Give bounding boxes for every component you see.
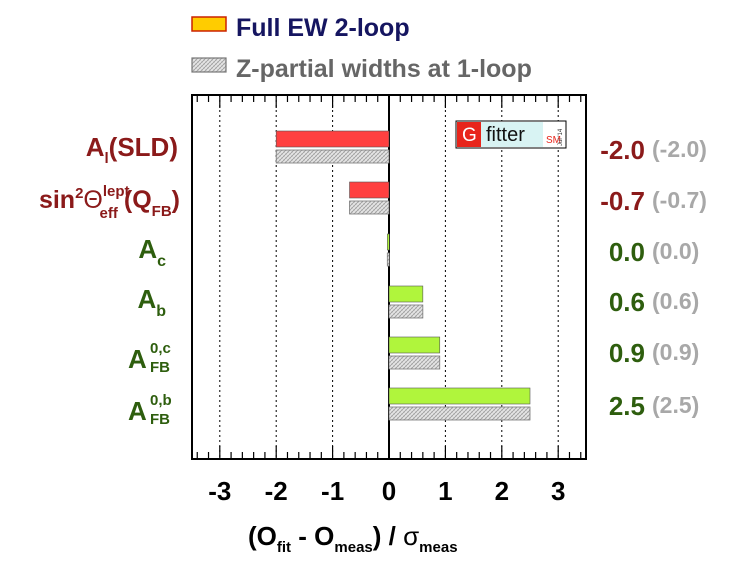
x-tick-label-2: -1	[321, 476, 344, 506]
bar-full-ew-4	[388, 336, 441, 354]
svg-text:A: A	[128, 344, 147, 374]
svg-text:FB: FB	[150, 359, 170, 376]
value-full-ew-4: 0.9	[609, 338, 645, 368]
bar-z-partial-2	[386, 252, 390, 267]
svg-text:FB: FB	[150, 411, 170, 428]
bar-full-ew-0	[275, 130, 390, 148]
value-full-ew-1: -0.7	[600, 186, 645, 216]
svg-text:0,c: 0,c	[150, 340, 171, 357]
svg-text:A: A	[128, 396, 147, 426]
bar-z-partial-0	[275, 149, 390, 164]
value-full-ew-2: 0.0	[609, 237, 645, 267]
value-labels: -2.0 (-2.0) -0.7 (-0.7) 0.0 (0.0) 0.6 (0.6) 0.9 (…	[600, 135, 707, 421]
logo-g-box	[457, 122, 481, 147]
bar-full-ew-5	[388, 387, 531, 405]
category-label-ac: Ac	[138, 234, 166, 270]
value-z-partial-1: (-0.7)	[652, 187, 707, 213]
bars	[275, 130, 531, 421]
value-z-partial-5: (2.5)	[652, 392, 699, 418]
value-full-ew-0: -2.0	[600, 135, 645, 165]
x-tick-label-3: 0	[382, 476, 396, 506]
svg-text:0,b: 0,b	[150, 392, 172, 409]
bar-z-partial-5	[388, 406, 531, 421]
legend: Full EW 2-loop Z-partial widths at 1-loo…	[191, 14, 532, 83]
category-label-afb-0c: A 0,c FB	[128, 340, 171, 376]
legend-swatch-full-ew	[191, 16, 227, 32]
bar-full-ew-1	[349, 181, 390, 199]
legend-label-z-partial: Z-partial widths at 1-loop	[236, 55, 532, 83]
category-label-afb-0b: A 0,b FB	[128, 392, 172, 428]
value-z-partial-4: (0.9)	[652, 339, 699, 365]
category-labels: Al(SLD) sin2Θlept eff (QFB) Ac Ab A 0,c FB…	[39, 132, 180, 428]
x-tick-label-1: -2	[265, 476, 288, 506]
bar-full-ew-2	[387, 233, 390, 251]
legend-label-full-ew: Full EW 2-loop	[236, 14, 410, 42]
gfitter-logo: G fitter SM Jul '14	[455, 120, 567, 149]
bar-full-ew-3	[388, 285, 424, 303]
x-axis-title: (Ofit - Omeas) / σmeas	[248, 521, 458, 556]
value-z-partial-2: (0.0)	[652, 238, 699, 264]
logo-word: fitter	[486, 124, 525, 146]
value-full-ew-5: 2.5	[609, 391, 645, 421]
x-tick-label-6: 3	[551, 476, 565, 506]
value-z-partial-0: (-2.0)	[652, 136, 707, 162]
x-tick-label-0: -3	[208, 476, 231, 506]
logo-g: G	[462, 125, 477, 146]
logo-date: Jul '14	[558, 128, 564, 146]
bar-z-partial-1	[349, 200, 390, 215]
value-z-partial-3: (0.6)	[652, 288, 699, 314]
bar-z-partial-3	[388, 304, 424, 319]
x-axis-ticks: -3 -2 -1 0 1 2 3	[196, 95, 582, 506]
bar-z-partial-4	[388, 355, 441, 370]
category-label-sin2theta: sin2Θlept eff (QFB)	[39, 183, 180, 222]
category-label-ab: Ab	[137, 284, 166, 320]
legend-swatch-z-partial	[191, 57, 227, 73]
logo-sm: SM	[546, 135, 561, 146]
value-full-ew-3: 0.6	[609, 287, 645, 317]
x-tick-label-4: 1	[438, 476, 452, 506]
category-label-al-sld: Al(SLD)	[86, 132, 178, 167]
x-tick-label-5: 2	[495, 476, 509, 506]
